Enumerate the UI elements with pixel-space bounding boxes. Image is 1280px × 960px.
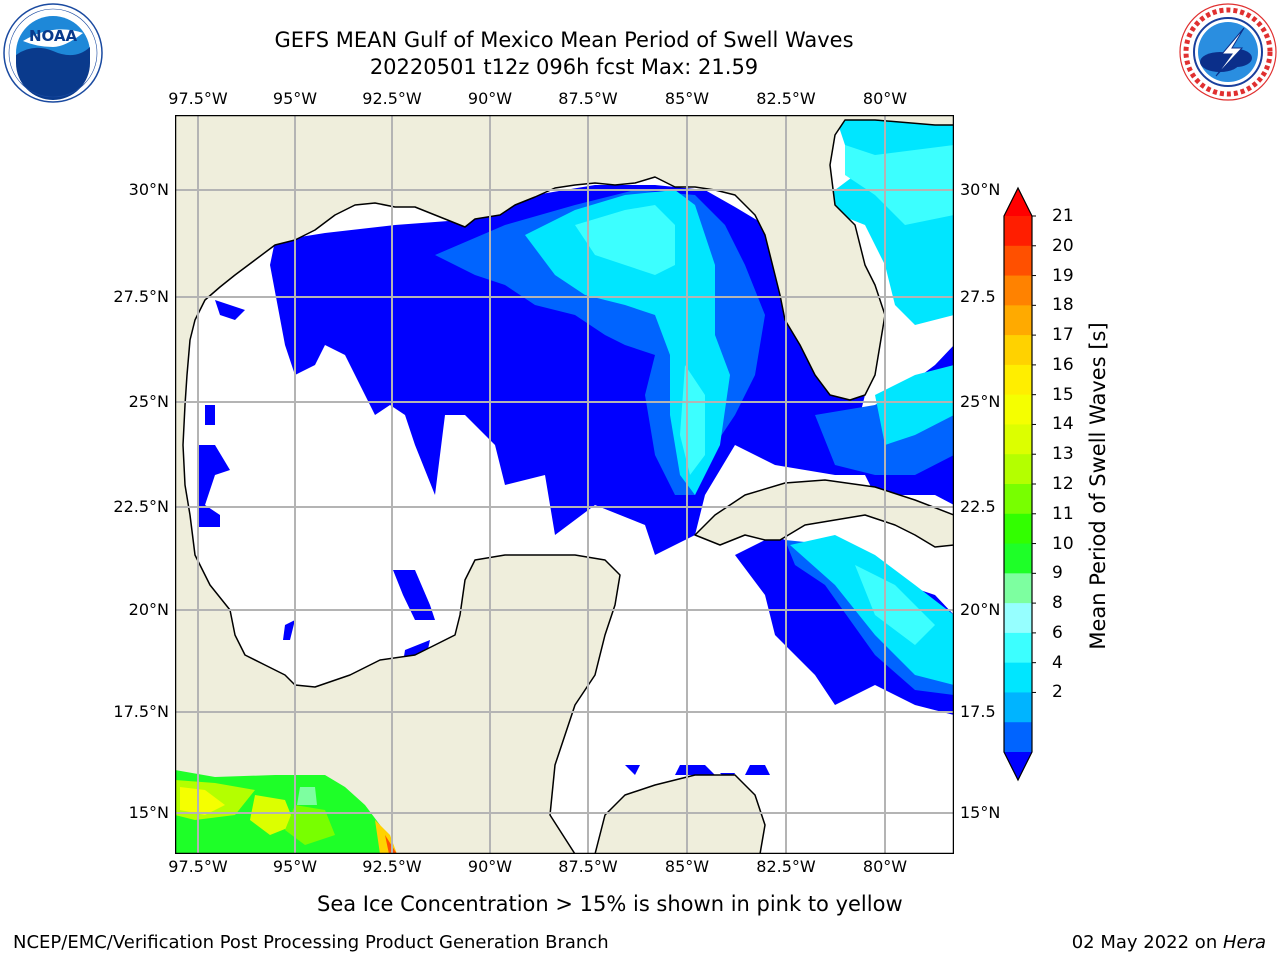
- noaa-logo-text: NOAA: [29, 27, 78, 45]
- noaa-logo-icon: NOAA: [3, 3, 103, 103]
- colorbar-segment: [1004, 543, 1032, 574]
- lat-tick-left: 17.5°N: [113, 702, 169, 721]
- colorbar-tick-label: 8: [1052, 593, 1063, 614]
- colorbar-tick-label: 16: [1052, 354, 1074, 375]
- lon-tick-top: 90°W: [467, 89, 513, 108]
- colorbar-segment: [1004, 364, 1032, 396]
- colorbar-tick-label: 17: [1052, 325, 1074, 346]
- lon-tick-bottom: 82.5°W: [756, 857, 816, 876]
- colorbar-under-triangle: [1004, 752, 1032, 780]
- colorbar-segment: [1004, 603, 1032, 634]
- lat-tick-left: 20°N: [128, 600, 169, 619]
- colorbar-segment: [1004, 573, 1032, 604]
- footer-date-text: 02 May 2022 on: [1071, 932, 1223, 953]
- colorbar-label: Mean Period of Swell Waves [s]: [1086, 322, 1110, 650]
- lat-tick-right: 25°N: [960, 392, 1001, 411]
- lon-tick-bottom: 87.5°W: [558, 857, 618, 876]
- map-frame: [175, 115, 954, 854]
- colorbar-tick-label: 12: [1052, 474, 1074, 494]
- lon-tick-top: 87.5°W: [558, 89, 618, 108]
- colorbar-tick-label: 2: [1052, 682, 1063, 703]
- colorbar-segment: [1004, 335, 1032, 366]
- colorbar-tick-label: 11: [1052, 503, 1074, 524]
- landmasses: [175, 115, 954, 854]
- footer-branch: NCEP/EMC/Verification Post Processing Pr…: [13, 932, 609, 953]
- lat-tick-left: 25°N: [128, 392, 169, 411]
- lat-tick-left: 15°N: [128, 803, 169, 822]
- map-gridlines: [175, 115, 954, 854]
- lon-tick-bottom: 90°W: [467, 857, 513, 876]
- lat-tick-right: 17.5: [960, 702, 996, 721]
- colorbar-segment: [1004, 513, 1032, 545]
- map-subtitle: 20220501 t12z 096h fcst Max: 21.59: [369, 55, 759, 79]
- colorbar-segment: [1004, 484, 1032, 515]
- colorbar-segment: [1004, 245, 1032, 277]
- lon-tick-bottom: 92.5°W: [362, 857, 422, 876]
- lon-tick-top: 82.5°W: [756, 89, 816, 108]
- gulf-map: [175, 115, 954, 854]
- colorbar-segment: [1004, 632, 1032, 664]
- map-title: GEFS MEAN Gulf of Mexico Mean Period of …: [274, 28, 854, 52]
- sea-ice-note: Sea Ice Concentration > 15% is shown in …: [317, 892, 903, 916]
- colorbar-segment: [1004, 394, 1032, 425]
- colorbar-tick-label: 18: [1052, 295, 1074, 316]
- lat-tick-right: 20°N: [960, 600, 1001, 619]
- lat-tick-right: 30°N: [960, 180, 1001, 199]
- lat-tick-right: 22.5: [960, 497, 996, 516]
- colorbar-over-triangle: [1004, 188, 1032, 216]
- nws-logo-icon: [1179, 3, 1277, 101]
- lon-tick-top: 95°W: [272, 89, 318, 108]
- lon-tick-top: 80°W: [862, 89, 908, 108]
- colorbar-segment: [1004, 662, 1032, 693]
- footer-machine: Hera: [1222, 932, 1266, 953]
- colorbar-tick-label: 4: [1052, 652, 1063, 673]
- swell-field: [197, 115, 954, 783]
- colorbar-segment: [1004, 722, 1032, 753]
- lon-tick-bottom: 80°W: [862, 857, 908, 876]
- colorbar-tick-label: 21: [1052, 206, 1074, 226]
- colorbar-tick-label: 15: [1052, 384, 1074, 405]
- colorbar-tick-label: 9: [1052, 563, 1063, 584]
- lon-tick-bottom: 85°W: [664, 857, 710, 876]
- colorbar-tick-label: 19: [1052, 265, 1074, 286]
- lon-tick-top: 92.5°W: [362, 89, 422, 108]
- colorbar-segment: [1004, 424, 1032, 455]
- lat-tick-left: 27.5°N: [113, 287, 169, 306]
- colorbar-segment: [1004, 275, 1032, 306]
- colorbar-tick-label: 10: [1052, 533, 1074, 554]
- colorbar: [1003, 186, 1036, 782]
- colorbar-segment: [1004, 692, 1032, 723]
- lon-tick-bottom: 97.5°W: [168, 857, 228, 876]
- lon-tick-bottom: 95°W: [272, 857, 318, 876]
- colorbar-tick-label: 20: [1052, 235, 1074, 256]
- footer-date: 02 May 2022 on Hera: [1072, 933, 1266, 953]
- colorbar-segment: [1004, 305, 1032, 336]
- lat-tick-left: 30°N: [128, 180, 169, 199]
- colorbar-tick-label: 14: [1052, 414, 1074, 435]
- lon-tick-top: 85°W: [664, 89, 710, 108]
- colorbar-tick-label: 13: [1052, 444, 1074, 465]
- colorbar-segment: [1004, 454, 1032, 485]
- lon-tick-top: 97.5°W: [168, 89, 228, 108]
- colorbar-outline: [1003, 186, 1033, 782]
- colorbar-tick-label: 6: [1052, 622, 1063, 643]
- lat-tick-right: 15°N: [960, 803, 1001, 822]
- lat-tick-right: 27.5: [960, 287, 996, 306]
- lat-tick-left: 22.5°N: [113, 497, 169, 516]
- colorbar-segment: [1004, 216, 1032, 247]
